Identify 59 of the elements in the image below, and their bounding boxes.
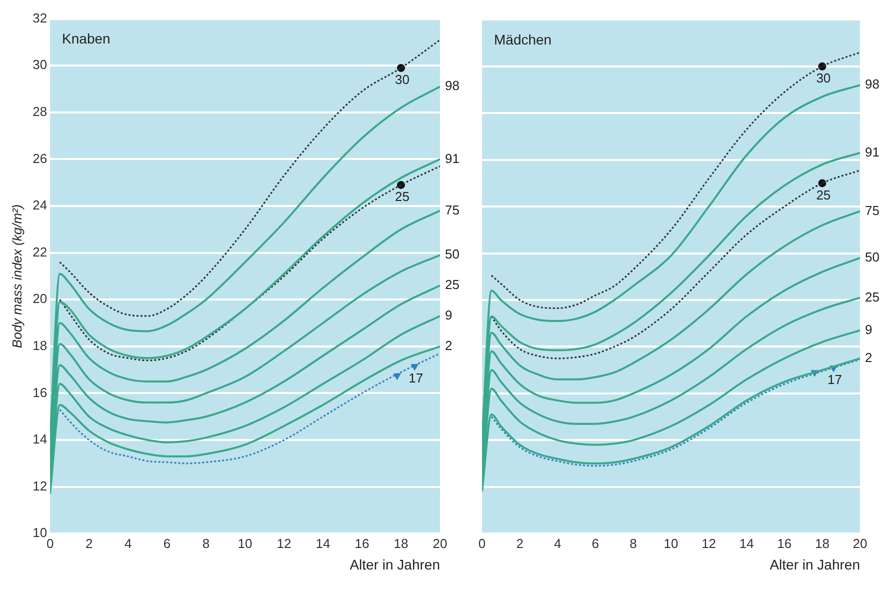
series-label: 75: [445, 202, 460, 218]
y-axis-title: Body mass index (kg/m²): [9, 204, 24, 348]
x-tick-label: 12: [276, 536, 292, 551]
series-label: 25: [816, 187, 831, 202]
x-axis-title: Alter in Jahren: [770, 556, 860, 572]
series-label: 9: [865, 322, 872, 337]
x-tick-label: 8: [202, 536, 210, 551]
y-tick-label: 32: [32, 10, 48, 26]
y-tick-label: 26: [32, 150, 48, 166]
x-tick-label: 16: [777, 536, 792, 551]
x-tick-label: 4: [124, 536, 132, 551]
x-tick-label: 0: [46, 536, 54, 551]
x-tick-label: 6: [163, 536, 171, 551]
x-tick-label: 8: [630, 536, 637, 551]
series-label: 30: [395, 72, 410, 88]
x-tick-label: 0: [478, 536, 486, 551]
y-tick-label: 14: [32, 432, 48, 447]
x-tick-label: 18: [394, 536, 408, 551]
y-tick-label: 18: [32, 338, 48, 353]
y-tick-label: 12: [32, 478, 48, 494]
x-tick-label: 10: [238, 536, 252, 551]
series-label: 17: [828, 372, 842, 387]
series-label: 98: [865, 76, 880, 92]
text: Mädchen: [494, 32, 552, 48]
x-axis-title: Alter in Jahren: [350, 556, 440, 572]
y-tick-label: 22: [32, 244, 48, 260]
series-label: 75: [865, 202, 880, 218]
series-label: 2: [865, 350, 872, 365]
series-label: 91: [865, 144, 880, 160]
y-tick-label: 28: [32, 104, 48, 119]
x-tick-label: 12: [702, 536, 716, 551]
series-label: 50: [865, 250, 880, 265]
x-tick-label: 20: [852, 536, 868, 551]
x-tick-label: 2: [85, 536, 93, 551]
x-tick-label: 4: [554, 536, 562, 551]
series-label: 25: [865, 289, 880, 304]
y-tick-label: 10: [32, 525, 48, 540]
x-tick-label: 6: [592, 536, 600, 551]
x-tick-label: 10: [664, 536, 678, 551]
series-label: 30: [816, 70, 831, 86]
x-tick-label: 14: [739, 536, 754, 551]
text: Knaben: [62, 30, 110, 47]
x-tick-label: 16: [354, 536, 370, 551]
x-tick-label: 14: [316, 536, 330, 551]
y-tick-label: 30: [32, 57, 48, 72]
series-label: 2: [445, 338, 452, 353]
series-label: 50: [445, 246, 460, 262]
x-tick-label: 2: [516, 536, 524, 551]
x-tick-label: 18: [814, 536, 830, 551]
series-label: 98: [445, 78, 460, 94]
series-label: 17: [408, 370, 424, 386]
series-label: 91: [445, 150, 460, 166]
y-tick-label: 20: [32, 291, 48, 306]
series-label: 25: [395, 189, 410, 204]
y-tick-label: 24: [32, 198, 48, 213]
x-tick-label: 20: [432, 536, 448, 551]
y-tick-label: 16: [32, 384, 48, 400]
series-label: 25: [445, 277, 460, 292]
series-label: 9: [445, 308, 452, 323]
